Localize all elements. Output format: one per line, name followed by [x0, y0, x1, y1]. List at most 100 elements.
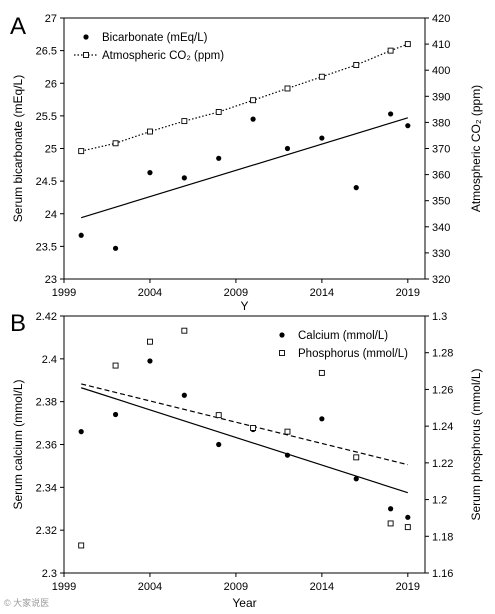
legend-marker — [279, 350, 285, 356]
data-point — [78, 148, 85, 155]
data-point — [181, 327, 188, 334]
data-point — [388, 111, 394, 117]
trend-line — [81, 383, 408, 466]
data-point — [216, 155, 222, 161]
data-point — [215, 412, 222, 419]
y2-tick-label: 400 — [432, 65, 450, 77]
watermark-text: © 大家说医 — [4, 598, 50, 608]
data-point — [216, 441, 222, 448]
y-tick-label: 26 — [45, 78, 57, 90]
y-axis-label: Serum bicarbonate (mEq/L) — [11, 75, 25, 222]
y2-tick-label: 380 — [432, 117, 450, 129]
series-0 — [78, 358, 411, 520]
y2-tick-label: 370 — [432, 144, 450, 156]
y-tick-label: 2.38 — [36, 397, 57, 409]
panel-a: 1999 2004 2009 2014 2019 23 23.5 24 24.5 25 25.5 26… — [10, 13, 483, 313]
legend: Calcium (mmol/L) Phosphorus (mmol/L) — [279, 330, 408, 360]
data-point — [387, 47, 394, 54]
data-point — [250, 425, 257, 431]
y-tick-label: 23.5 — [36, 241, 57, 253]
y2-tick-label: 1.3 — [432, 311, 447, 323]
data-point — [405, 123, 411, 129]
y-tick-label: 23 — [45, 274, 57, 286]
series-0 — [78, 111, 411, 251]
series-1 — [78, 41, 411, 155]
y2-tick-label: 1.2 — [432, 495, 447, 507]
y2-tick-label: 340 — [432, 222, 450, 234]
data-point — [112, 245, 119, 251]
data-point — [284, 452, 291, 458]
y2-tick-label: 320 — [432, 274, 450, 286]
data-point — [318, 369, 325, 376]
y2-tick-label: 330 — [432, 248, 450, 260]
panel-label: B — [10, 310, 26, 337]
data-point — [319, 416, 325, 422]
data-point — [181, 175, 187, 181]
panel-label: A — [10, 13, 26, 40]
y2-tick-label: 1.28 — [432, 348, 453, 360]
x-tick-label: 2014 — [310, 287, 334, 299]
y-tick-label: 2.36 — [36, 440, 57, 452]
data-point — [112, 411, 119, 418]
x-axis-label-partial: Y — [240, 299, 248, 313]
data-point — [147, 128, 153, 135]
data-point — [78, 542, 85, 549]
data-point — [181, 118, 188, 125]
legend-label: Atmospheric CO₂ (ppm) — [102, 50, 224, 62]
data-point — [181, 392, 187, 398]
data-point — [353, 476, 359, 482]
data-point — [284, 428, 291, 435]
y-tick-label: 2.42 — [36, 311, 57, 323]
y2-tick-label: 1.26 — [432, 384, 453, 396]
y2-axis-label: Serum phosphorus (mmol/L) — [469, 368, 483, 520]
y2-tick-label: 420 — [432, 13, 450, 25]
y-axis-label: Serum calcium (mmol/L) — [11, 379, 25, 509]
data-point — [78, 232, 84, 238]
data-point — [319, 135, 325, 141]
y2-tick-label: 1.22 — [432, 458, 453, 470]
y-tick-label: 2.3 — [42, 568, 57, 580]
data-point — [388, 506, 394, 512]
x-axis-label: Year — [232, 596, 256, 610]
y2-tick-label: 1.18 — [432, 531, 453, 543]
x-tick-label: 2004 — [138, 287, 162, 299]
legend-marker — [83, 52, 89, 58]
legend-label: Phosphorus (mmol/L) — [298, 348, 408, 360]
y-tick-label: 2.34 — [36, 482, 57, 494]
y2-tick-label: 390 — [432, 91, 450, 103]
data-point — [147, 170, 153, 176]
data-point — [147, 338, 153, 345]
data-point — [387, 520, 394, 527]
y-tick-label: 26.5 — [36, 46, 57, 58]
data-point — [284, 145, 291, 152]
y-tick-label: 24.5 — [36, 176, 57, 188]
panel-b: 1999 2004 2009 2014 2019 2.3 2.32 2.34 2.36 2.38 2… — [10, 310, 483, 610]
legend-label: Bicarbonate (mEq/L) — [102, 32, 208, 44]
y-tick-label: 2.4 — [42, 354, 57, 366]
legend-label: Calcium (mmol/L) — [298, 330, 388, 342]
data-point — [215, 109, 222, 115]
data-point — [353, 62, 360, 68]
data-point — [405, 514, 411, 520]
x-tick-label: 2009 — [224, 287, 248, 299]
y-tick-label: 24 — [45, 209, 57, 221]
data-point — [404, 41, 411, 48]
x-tick-label: 2019 — [396, 581, 420, 593]
data-point — [147, 358, 153, 364]
x-tick-label: 2009 — [224, 581, 248, 593]
y2-tick-label: 410 — [432, 39, 450, 51]
x-tick-label: 2014 — [310, 581, 334, 593]
y-tick-label: 27 — [45, 13, 57, 25]
data-point — [112, 362, 119, 369]
data-point — [353, 185, 359, 191]
y2-tick-label: 1.16 — [432, 568, 453, 580]
x-tick-label: 1999 — [52, 287, 76, 299]
data-point — [353, 454, 360, 461]
data-point — [404, 524, 411, 531]
trend-line — [81, 387, 408, 494]
series-1 — [78, 327, 411, 549]
trend-line — [81, 117, 408, 219]
x-tick-label: 2004 — [138, 581, 162, 593]
legend-marker — [83, 34, 89, 40]
